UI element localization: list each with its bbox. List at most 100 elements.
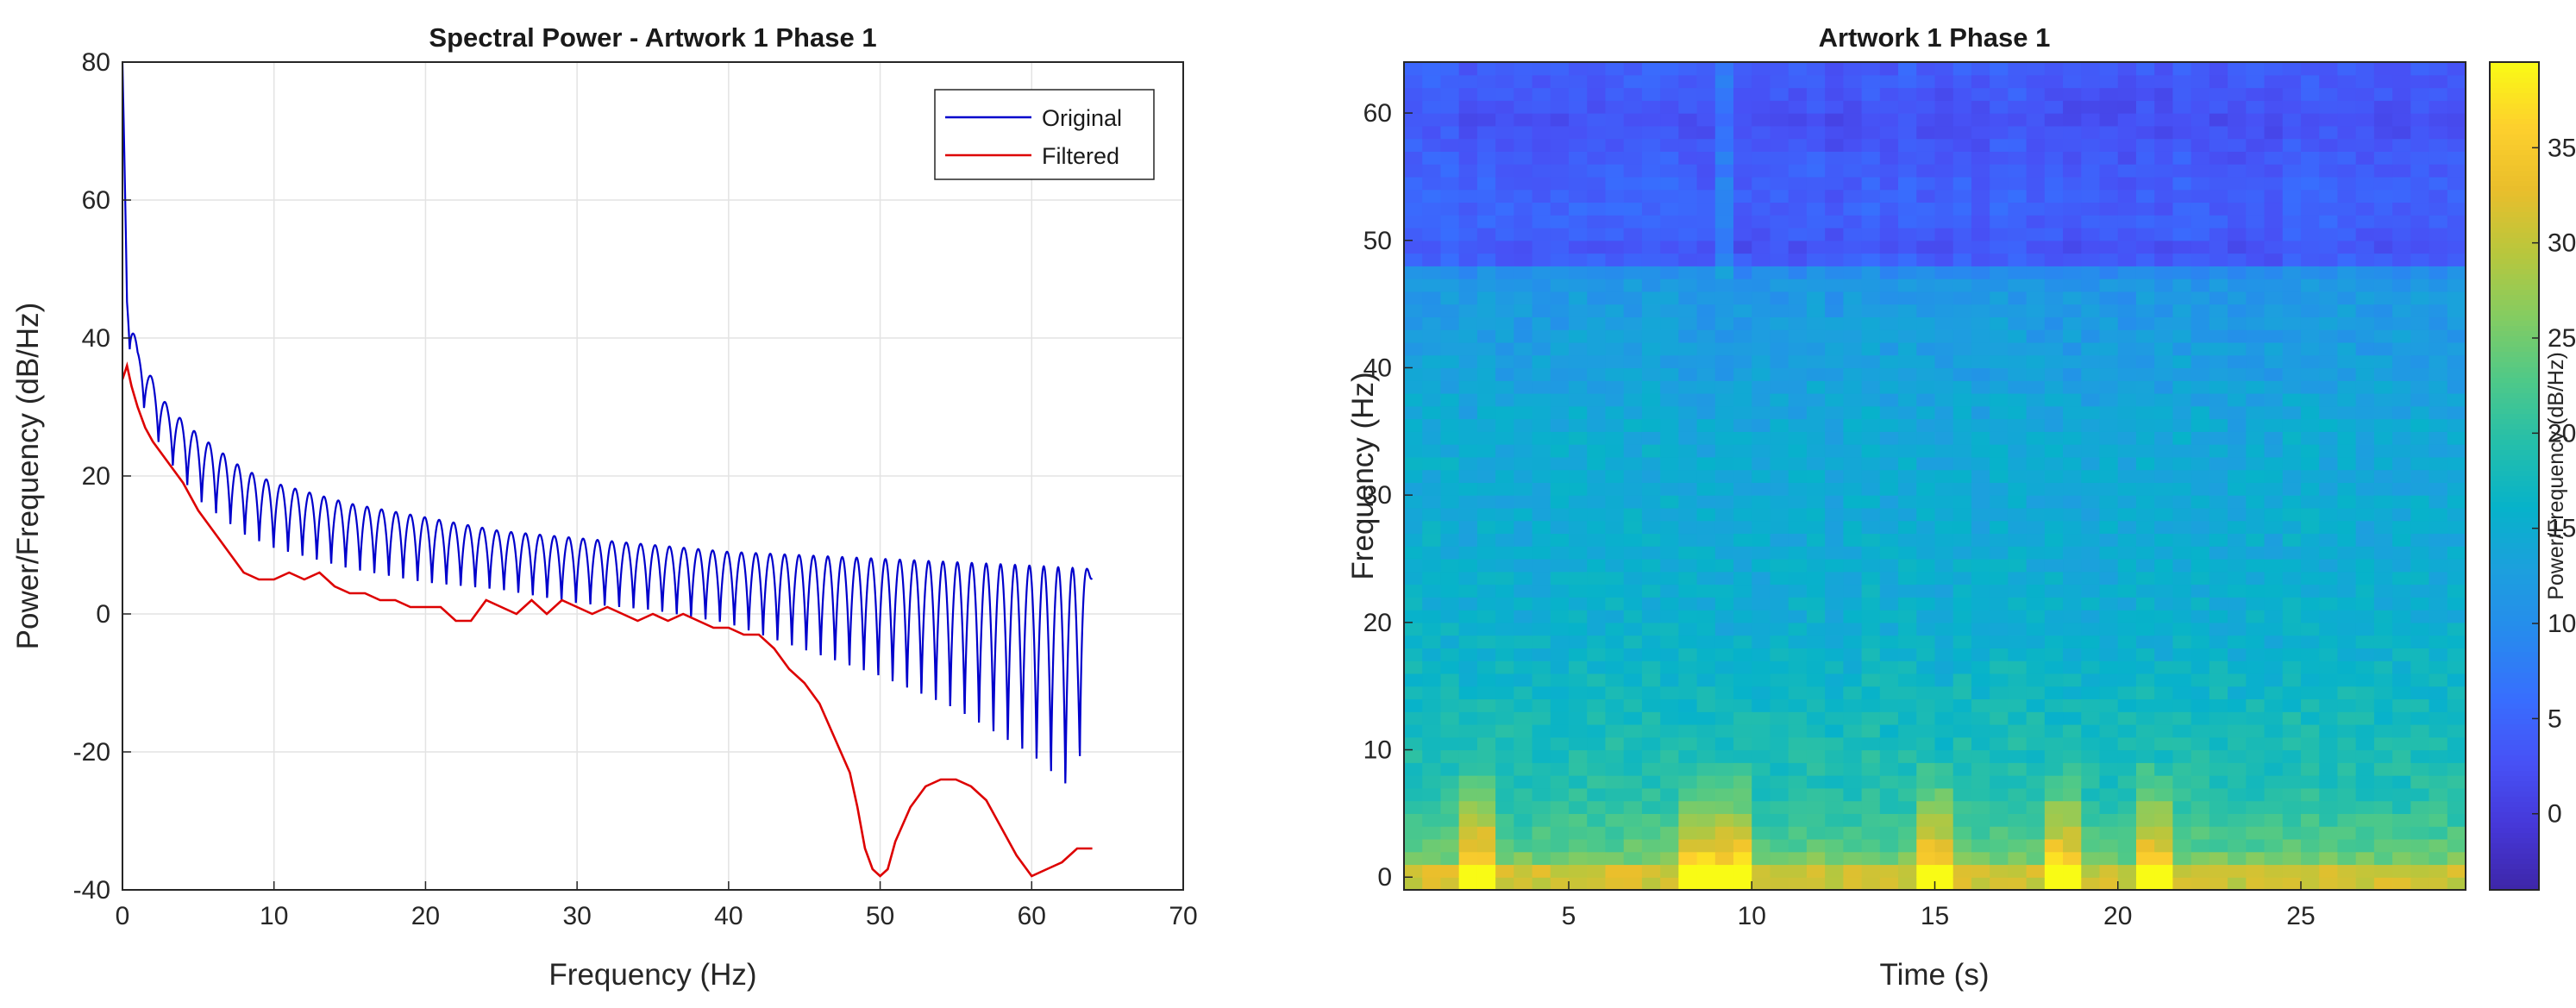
heatmap-cell bbox=[2246, 431, 2266, 445]
heatmap-cell bbox=[1971, 456, 1990, 471]
heatmap-cell bbox=[2209, 189, 2228, 203]
heatmap-cell bbox=[2154, 367, 2174, 381]
heatmap-cell bbox=[1660, 354, 1679, 369]
heatmap-cell bbox=[2337, 877, 2357, 891]
heatmap-cell bbox=[2392, 775, 2411, 789]
heatmap-cell bbox=[2355, 559, 2375, 573]
colorbar-step bbox=[2490, 466, 2539, 472]
heatmap-cell bbox=[1898, 240, 1917, 254]
heatmap-cell bbox=[2209, 546, 2228, 560]
heatmap-cell bbox=[1605, 444, 1625, 458]
heatmap-cell bbox=[1916, 164, 1936, 178]
heatmap-cell bbox=[1660, 749, 1679, 763]
heatmap-cell bbox=[1678, 584, 1698, 598]
heatmap-cell bbox=[1514, 279, 1533, 292]
heatmap-cell bbox=[1788, 418, 1808, 432]
heatmap-cell bbox=[2063, 851, 2082, 866]
heatmap-cell bbox=[1495, 597, 1514, 610]
colorbar-step bbox=[2490, 445, 2539, 451]
heatmap-cell bbox=[1806, 877, 1826, 891]
heatmap-cell bbox=[2429, 520, 2448, 535]
heatmap-cell bbox=[1532, 341, 1551, 356]
colorbar-step bbox=[2490, 88, 2539, 94]
heatmap-cell bbox=[2355, 851, 2375, 866]
heatmap-cell bbox=[2264, 482, 2284, 496]
heatmap-cell bbox=[1514, 698, 1533, 712]
heatmap-cell bbox=[2026, 559, 2046, 573]
heatmap-cell bbox=[1587, 661, 1607, 674]
colorbar-tick-label: 20 bbox=[2548, 419, 2576, 448]
heatmap-cell bbox=[1458, 304, 1478, 317]
heatmap-cell bbox=[1843, 482, 1863, 496]
heatmap-cell bbox=[1476, 164, 1496, 178]
heatmap-cell bbox=[2392, 533, 2411, 547]
heatmap-cell bbox=[1990, 405, 2009, 420]
heatmap-cell bbox=[2154, 125, 2174, 140]
heatmap-cell bbox=[2429, 329, 2448, 343]
heatmap-cell bbox=[2392, 100, 2411, 114]
heatmap-cell bbox=[2063, 138, 2082, 152]
heatmap-cell bbox=[2044, 405, 2064, 420]
heatmap-cell bbox=[1440, 202, 1460, 216]
heatmap-cell bbox=[1934, 736, 1954, 751]
heatmap-cell bbox=[1971, 151, 1990, 165]
heatmap-cell bbox=[2154, 62, 2174, 76]
heatmap-cell bbox=[2300, 826, 2320, 840]
heatmap-cell bbox=[1752, 507, 1771, 522]
heatmap-cell bbox=[1971, 176, 1990, 191]
heatmap-cell bbox=[1971, 279, 1990, 292]
heatmap-cell bbox=[1587, 341, 1607, 356]
heatmap-cell bbox=[2447, 698, 2466, 712]
heatmap-cell bbox=[1990, 507, 2009, 522]
heatmap-cell bbox=[1476, 74, 1496, 89]
heatmap-cell bbox=[2117, 851, 2137, 866]
heatmap-cell bbox=[1770, 546, 1789, 560]
heatmap-cell bbox=[1641, 341, 1661, 356]
heatmap-cell bbox=[1569, 711, 1588, 725]
heatmap-cell bbox=[1605, 215, 1625, 229]
heatmap-cell bbox=[2008, 202, 2028, 216]
heatmap-cell bbox=[2172, 838, 2192, 853]
heatmap-cell bbox=[2282, 456, 2302, 471]
heatmap-cell bbox=[1660, 367, 1679, 381]
heatmap-cell bbox=[1696, 418, 1716, 432]
heatmap-cell bbox=[1641, 253, 1661, 266]
heatmap-cell bbox=[2337, 469, 2357, 483]
colorbar-step bbox=[2490, 621, 2539, 627]
heatmap-cell bbox=[1440, 698, 1460, 712]
heatmap-cell bbox=[1678, 380, 1698, 394]
heatmap-cell bbox=[2282, 571, 2302, 585]
heatmap-cell bbox=[2246, 189, 2266, 203]
heatmap-cell bbox=[1587, 62, 1607, 76]
heatmap-cell bbox=[2026, 635, 2046, 648]
heatmap-cell bbox=[1495, 482, 1514, 496]
heatmap-cell bbox=[1733, 826, 1752, 840]
heatmap-cell bbox=[1879, 864, 1899, 878]
heatmap-cell bbox=[2264, 520, 2284, 535]
heatmap-cell bbox=[1879, 877, 1899, 891]
heatmap-cell bbox=[2044, 176, 2064, 191]
heatmap-cell bbox=[1990, 125, 2009, 140]
heatmap-cell bbox=[1422, 686, 1442, 700]
heatmap-cell bbox=[2246, 329, 2266, 343]
heatmap-cell bbox=[1714, 405, 1734, 420]
heatmap-cell bbox=[2282, 661, 2302, 674]
heatmap-cell bbox=[1898, 838, 1917, 853]
heatmap-cell bbox=[2172, 495, 2192, 509]
heatmap-cell bbox=[1641, 711, 1661, 725]
heatmap-cell bbox=[2392, 838, 2411, 853]
heatmap-cell bbox=[2373, 253, 2393, 266]
heatmap-cell bbox=[1879, 341, 1899, 356]
heatmap-cell bbox=[1861, 724, 1881, 738]
heatmap-cell bbox=[2154, 253, 2174, 266]
heatmap-cell bbox=[2264, 164, 2284, 178]
heatmap-cell bbox=[1422, 838, 1442, 853]
heatmap-cell bbox=[2135, 367, 2155, 381]
heatmap-cell bbox=[1752, 444, 1771, 458]
heatmap-cell bbox=[2392, 138, 2411, 152]
heatmap-cell bbox=[2282, 724, 2302, 738]
heatmap-cell bbox=[1440, 113, 1460, 127]
heatmap-cell bbox=[2063, 877, 2082, 891]
heatmap-cell bbox=[2099, 584, 2119, 598]
heatmap-cell bbox=[2228, 520, 2247, 535]
